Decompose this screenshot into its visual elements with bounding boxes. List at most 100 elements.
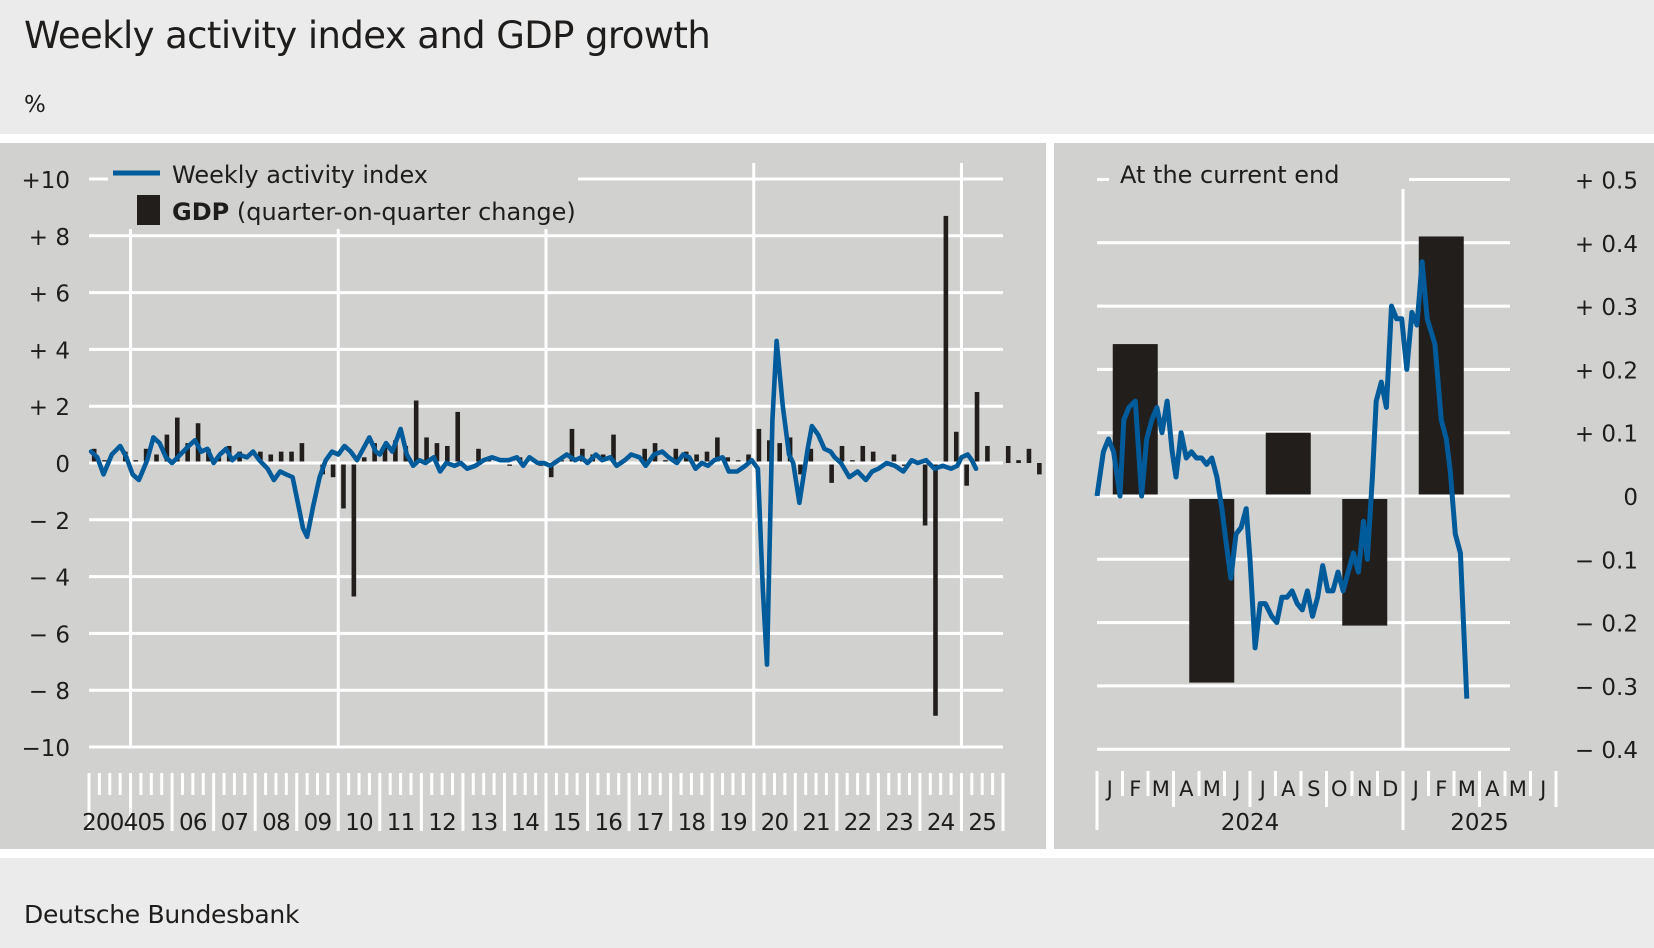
x-tick-label: 18: [678, 810, 706, 836]
legend-label-gdp-bold: GDP: [172, 198, 229, 226]
x-tick-label: 20: [761, 810, 789, 836]
x-tick-label: 11: [387, 810, 415, 836]
x-tick-label: 14: [511, 810, 539, 836]
current-end-chart: + 0.5 + 0.4 + 0.3 + 0.2 + 0.1 0 − 0.1 − 0.2 − 0.…: [1094, 153, 1638, 836]
gdp-bar: [642, 448, 647, 463]
y-tick-label: −10: [21, 736, 70, 762]
y-tick-label: + 0.3: [1575, 295, 1638, 321]
x-tick-month-label: D: [1382, 777, 1398, 801]
x-tick-month-label: M: [1509, 777, 1527, 801]
gdp-bar: [974, 392, 980, 463]
gdp-bar: [1418, 236, 1464, 496]
gdp-bar: [1016, 460, 1021, 463]
gdp-bar: [933, 463, 938, 716]
gdp-bar: [756, 428, 762, 463]
gdp-bar: [829, 463, 834, 483]
x-tick-label: 25: [968, 810, 996, 836]
x-tick-label: 07: [221, 810, 249, 836]
gdp-bar: [413, 400, 419, 463]
gdp-bar: [767, 440, 772, 463]
gdp-bar: [154, 454, 159, 463]
x-tick-label: 21: [802, 810, 830, 836]
source-label: Deutsche Bundesbank: [24, 900, 300, 929]
footer: Deutsche Bundesbank: [0, 858, 1654, 948]
gdp-bar: [746, 454, 751, 463]
gdp-bar: [382, 445, 388, 463]
gdp-bar: [434, 443, 440, 463]
y-tick-label: − 0.1: [1575, 548, 1638, 574]
gdp-bar: [943, 215, 949, 463]
x-tick-month-label: A: [1485, 777, 1500, 801]
gdp-bar: [953, 431, 959, 463]
y-tick-label: + 8: [29, 225, 70, 251]
legend-label-weekly-activity: Weekly activity index: [172, 161, 428, 189]
y-tick-label: + 0.4: [1575, 232, 1638, 258]
gdp-bar: [445, 445, 450, 463]
main-chart-panel: +10 + 8 + 6 + 4 + 2 0 − 2 − 4 − 6 − 8 −10 2004 05 06 0…: [0, 143, 1046, 849]
gdp-bar: [891, 454, 897, 463]
gdp-bar: [185, 443, 190, 463]
weekly-activity-line: [88, 338, 979, 667]
legend-background: [108, 153, 578, 229]
gdp-bar: [1026, 448, 1032, 463]
gdp-bar: [258, 451, 263, 463]
gdp-bar: [164, 434, 170, 463]
weekly-activity-line: [1094, 259, 1470, 699]
x-tick-label: 10: [345, 810, 373, 836]
y-tick-label: − 0.3: [1575, 675, 1638, 701]
x-tick-month-label: J: [1411, 777, 1419, 801]
y-tick-label: − 0.2: [1575, 612, 1638, 638]
gdp-bar: [299, 443, 305, 463]
gdp-bar: [455, 411, 461, 463]
gdp-bar: [870, 451, 876, 463]
legend-label-gdp: GDP (quarter-on-quarter change): [172, 198, 576, 226]
x-tick-month-label: F: [1129, 777, 1141, 801]
legend-bar-swatch: [137, 195, 160, 225]
gdp-bar: [289, 451, 294, 463]
y-tick-label: + 6: [29, 282, 70, 308]
x-tick-label: 2004: [82, 810, 137, 836]
gdp-bar: [777, 443, 782, 463]
gdp-bar: [330, 463, 336, 478]
x-tick-label: 23: [885, 810, 913, 836]
x-tick-month-label: J: [1538, 777, 1546, 801]
gdp-bar: [1037, 463, 1042, 475]
x-tick-month-label: N: [1357, 777, 1373, 801]
gdp-bar: [548, 463, 554, 478]
x-tick-month-label: A: [1281, 777, 1296, 801]
gdp-bar: [673, 448, 679, 463]
gdp-bar: [1189, 499, 1235, 683]
gdp-bar: [351, 463, 357, 597]
gdp-bar: [424, 437, 429, 463]
y-tick-label: − 2: [29, 509, 70, 535]
gdp-bar: [704, 451, 710, 463]
gdp-bar: [808, 448, 814, 463]
legend-label-gdp-rest: (quarter-on-quarter change): [229, 198, 576, 226]
y-tick-label: +10: [21, 168, 70, 194]
gdp-bar: [393, 440, 398, 463]
y-tick-label: + 0.5: [1575, 169, 1638, 195]
gdp-bar: [268, 454, 274, 463]
unit-label: %: [24, 92, 46, 118]
x-year-label: 2024: [1221, 810, 1280, 836]
x-tick-label: 19: [719, 810, 747, 836]
gdp-bar: [361, 457, 367, 463]
x-tick-label: 06: [179, 810, 207, 836]
subtitle: At the current end: [1120, 161, 1339, 189]
gdp-bar: [694, 454, 699, 463]
x-tick-month-label: M: [1152, 777, 1170, 801]
gdp-bar: [922, 463, 928, 526]
gdp-bar: [860, 445, 866, 463]
y-tick-label: − 8: [29, 679, 70, 705]
gdp-bar: [1265, 432, 1311, 496]
x-tick-month-label: F: [1435, 777, 1447, 801]
y-tick-label: 0: [55, 452, 70, 478]
x-tick-month-label: M: [1458, 777, 1476, 801]
gdp-bar: [985, 445, 990, 463]
x-tick-label: 16: [594, 810, 622, 836]
x-tick-label: 12: [428, 810, 456, 836]
gdp-bar: [341, 463, 346, 509]
x-tick-month-label: O: [1331, 777, 1348, 801]
x-tick-label: 15: [553, 810, 581, 836]
x-tick-label: 13: [470, 810, 498, 836]
